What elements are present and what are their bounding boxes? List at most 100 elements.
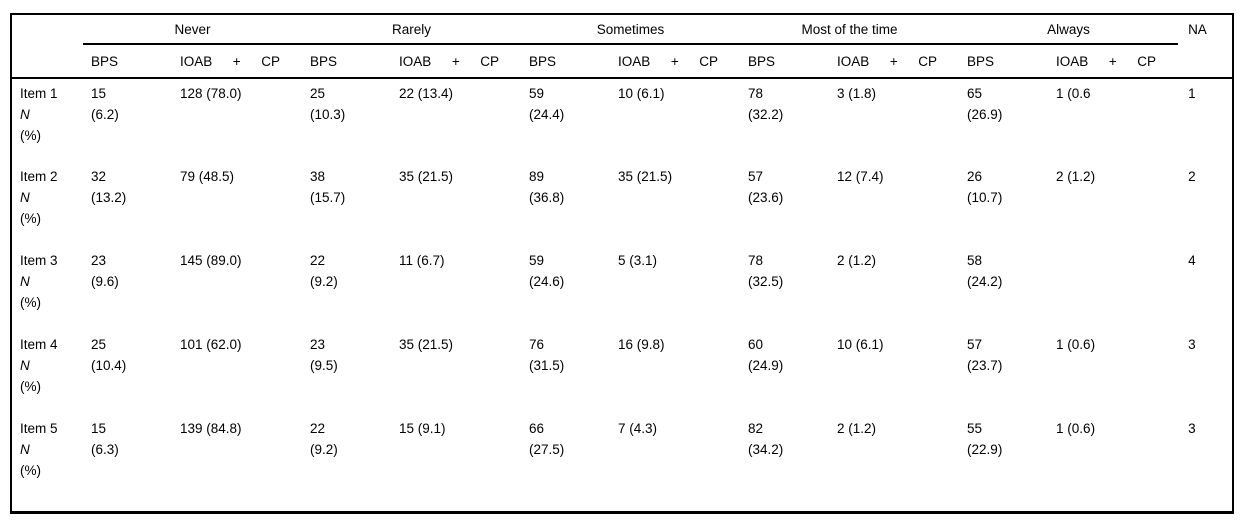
item-column-header	[11, 14, 83, 79]
cell-rarely-ioab-cp: 35 (21.5)	[399, 337, 454, 352]
item-number: 4	[50, 337, 58, 352]
cell-rarely-bps: 23 (9.5)	[310, 337, 338, 373]
ioab-label: IOAB	[180, 54, 213, 69]
ioab-label: IOAB	[399, 54, 432, 69]
group-header-sometimes: Sometimes	[521, 14, 741, 45]
group-header-always: Always	[959, 14, 1179, 45]
cell-rarely-ioab-cp: 35 (21.5)	[399, 169, 454, 184]
cell-rarely-ioab-cp: 11 (6.7)	[399, 253, 445, 268]
cp-label: CP	[261, 54, 280, 69]
subheader-ioab-cp-always: IOAB + CP	[1048, 44, 1179, 79]
table-body: Item 1 N (%) 15 (6.2) 128 (78.0) 25 (10.…	[11, 78, 1233, 512]
cell-never-ioab-cp: 79 (48.5)	[180, 169, 235, 184]
item-number: 3	[50, 253, 58, 268]
item-word: Item	[20, 86, 47, 101]
stat-pct-label: (%)	[20, 295, 41, 310]
subheader-ioab-cp-rarely: IOAB + CP	[391, 44, 522, 79]
row-label: Item 3 N (%)	[11, 246, 83, 330]
stat-n-label: N	[20, 107, 30, 122]
cell-rarely-bps: 22 (9.2)	[310, 421, 338, 457]
paper-table-container: Never Rarely Sometimes Most of the time …	[10, 13, 1235, 514]
table-row-item-2: Item 2 N (%) 32 (13.2) 79 (48.5) 38 (15.…	[11, 162, 1233, 246]
plus-sign: +	[670, 54, 679, 69]
cell-always-ioab-cp: 1 (0.6)	[1056, 421, 1096, 436]
cell-most-ioab-cp: 3 (1.8)	[837, 86, 877, 101]
cell-sometimes-ioab-cp: 5 (3.1)	[618, 253, 658, 268]
cell-most-bps: 78 (32.5)	[748, 253, 784, 289]
subheader-bps-most: BPS	[740, 44, 830, 79]
cp-label: CP	[480, 54, 499, 69]
cp-label: CP	[918, 54, 938, 69]
item-word: Item	[20, 169, 47, 184]
cell-rarely-ioab-cp: 22 (13.4)	[399, 86, 454, 101]
cell-rarely-bps: 25 (10.3)	[310, 86, 346, 122]
cell-most-ioab-cp: 2 (1.2)	[837, 421, 877, 436]
plus-sign: +	[232, 54, 241, 69]
stat-n-label: N	[20, 358, 30, 373]
cell-na: 3	[1188, 421, 1196, 436]
subheader-row: BPS IOAB + CP BPS IOAB + CP BPS IOAB	[11, 44, 1233, 79]
row-label: Item 5 N (%)	[11, 414, 83, 512]
cell-always-ioab-cp: 2 (1.2)	[1056, 169, 1096, 184]
cell-na: 2	[1188, 169, 1196, 184]
subheader-ioab-cp-sometimes: IOAB + CP	[610, 44, 741, 79]
cell-rarely-ioab-cp: 15 (9.1)	[399, 421, 446, 436]
cp-label: CP	[699, 54, 719, 69]
item-word: Item	[20, 421, 47, 436]
table-header: Never Rarely Sometimes Most of the time …	[11, 14, 1234, 79]
cell-never-ioab-cp: 139 (84.8)	[180, 421, 242, 436]
cell-sometimes-bps: 76 (31.5)	[529, 337, 565, 373]
table-row-item-1: Item 1 N (%) 15 (6.2) 128 (78.0) 25 (10.…	[11, 78, 1233, 162]
cell-most-bps: 60 (24.9)	[748, 337, 784, 373]
results-table: Never Rarely Sometimes Most of the time …	[10, 13, 1235, 514]
cell-always-ioab-cp: 1 (0.6)	[1056, 337, 1096, 352]
subheader-bps-never: BPS	[83, 44, 172, 79]
subheader-bps-always: BPS	[959, 44, 1049, 79]
cell-never-ioab-cp: 101 (62.0)	[180, 337, 242, 352]
cell-most-ioab-cp: 12 (7.4)	[837, 169, 884, 184]
item-number: 1	[50, 86, 58, 101]
cell-sometimes-ioab-cp: 7 (4.3)	[618, 421, 658, 436]
cell-sometimes-ioab-cp: 16 (9.8)	[618, 337, 665, 352]
cell-sometimes-bps: 59 (24.4)	[529, 86, 565, 122]
na-column-header: NA	[1178, 14, 1234, 79]
cell-always-ioab-cp: 1 (0.6	[1056, 86, 1091, 101]
row-label: Item 1 N (%)	[11, 78, 83, 162]
subheader-bps-sometimes: BPS	[521, 44, 611, 79]
cell-sometimes-ioab-cp: 10 (6.1)	[618, 86, 665, 101]
table-row-item-3: Item 3 N (%) 23 (9.6) 145 (89.0) 22 (9.2…	[11, 246, 1233, 330]
plus-sign: +	[451, 54, 460, 69]
stat-n-label: N	[20, 190, 30, 205]
cell-sometimes-bps: 66 (27.5)	[529, 421, 565, 457]
subheader-ioab-cp-never: IOAB + CP	[172, 44, 303, 79]
cell-never-ioab-cp: 145 (89.0)	[180, 253, 242, 268]
plus-sign: +	[1108, 54, 1117, 69]
cell-sometimes-bps: 59 (24.6)	[529, 253, 565, 289]
row-label: Item 4 N (%)	[11, 330, 83, 414]
stat-pct-label: (%)	[20, 379, 41, 394]
cell-sometimes-bps: 89 (36.8)	[529, 169, 565, 205]
stat-pct-label: (%)	[20, 211, 41, 226]
cell-rarely-bps: 38 (15.7)	[310, 169, 346, 205]
cell-na: 1	[1188, 86, 1196, 101]
cell-never-bps: 15 (6.3)	[91, 421, 119, 457]
cell-never-bps: 25 (10.4)	[91, 337, 127, 373]
cp-label: CP	[1137, 54, 1157, 69]
item-number: 5	[50, 421, 58, 436]
stat-n-label: N	[20, 274, 30, 289]
ioab-label: IOAB	[618, 54, 651, 69]
cell-always-bps: 58 (24.2)	[967, 253, 1003, 289]
group-header-most-of-the-time: Most of the time	[740, 14, 960, 45]
cell-most-bps: 82 (34.2)	[748, 421, 784, 457]
cell-always-bps: 26 (10.7)	[967, 169, 1003, 205]
cell-always-bps: 65 (26.9)	[967, 86, 1003, 122]
cell-never-bps: 15 (6.2)	[91, 86, 119, 122]
cell-na: 4	[1188, 253, 1196, 268]
stat-pct-label: (%)	[20, 463, 41, 478]
stat-pct-label: (%)	[20, 128, 41, 143]
cell-always-bps: 55 (22.9)	[967, 421, 1003, 457]
plus-sign: +	[889, 54, 898, 69]
cell-most-bps: 57 (23.6)	[748, 169, 784, 205]
cell-sometimes-ioab-cp: 35 (21.5)	[618, 169, 673, 184]
group-header-row: Never Rarely Sometimes Most of the time …	[11, 14, 1234, 79]
